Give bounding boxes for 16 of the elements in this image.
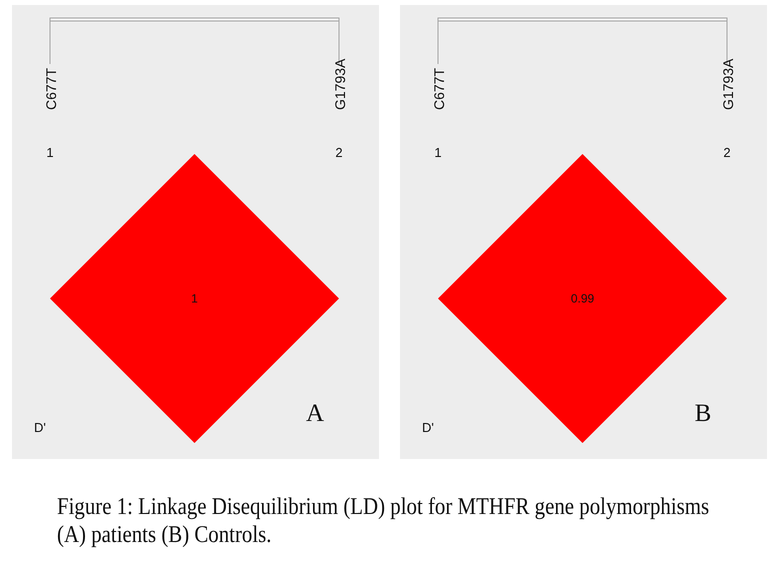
caption: Figure 1: Linkage Disequilibrium (LD) plot for MTHFR gene polymorphisms [57,492,710,520]
text: 2 [723,145,731,160]
text: D' [34,420,46,435]
category-label: G1793A [332,58,348,110]
text: 1 [434,145,442,160]
category-label: G1793A [720,58,736,110]
text: 1 [46,145,54,160]
data-label: 1 [191,292,198,306]
text: B [694,400,712,427]
text: (A) patients (B) Controls. [57,520,272,548]
category-label: C677T [431,68,447,110]
category-label: C677T [43,68,59,110]
data-label: 0.99 [570,292,594,306]
text: 2 [335,145,343,160]
text: A [306,400,324,427]
text: D' [422,420,434,435]
